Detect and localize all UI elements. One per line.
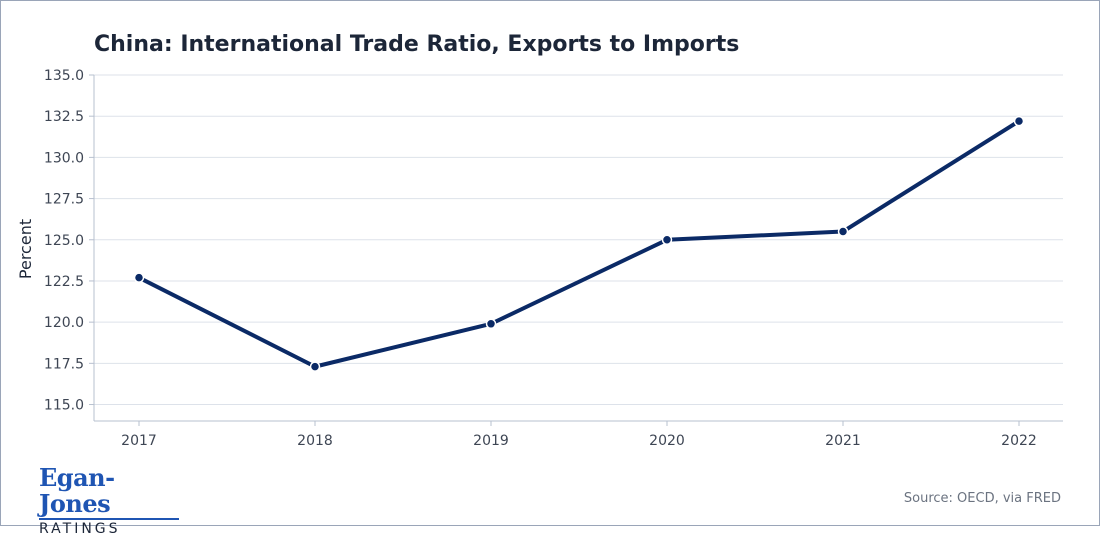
y-tick-label: 132.5 — [44, 109, 84, 125]
y-tick-label: 127.5 — [44, 192, 84, 208]
y-tick-label: 130.0 — [44, 150, 84, 166]
y-tick-label: 122.5 — [44, 274, 84, 290]
logo-name: Egan-Jones — [39, 465, 179, 520]
y-tick-labels: 115.0 117.5 120.0 122.5 125.0 127.5 130.0 132.5… — [44, 68, 84, 414]
series — [133, 115, 1025, 372]
x-tick-label: 2022 — [1001, 433, 1037, 449]
y-axis-label: Percent — [16, 219, 35, 279]
x-tick-label: 2018 — [297, 433, 333, 449]
data-point[interactable] — [133, 272, 145, 283]
x-tick-labels: 2017 2018 2019 2020 2021 2022 — [121, 433, 1037, 449]
y-tick-label: 115.0 — [44, 398, 84, 414]
data-point[interactable] — [837, 226, 849, 237]
y-tick-label: 125.0 — [44, 233, 84, 249]
y-tick-label: 117.5 — [44, 356, 84, 372]
line-chart: 115.0 117.5 120.0 122.5 125.0 127.5 130.0 132.5… — [16, 68, 1063, 449]
egan-jones-logo: Egan-Jones RATINGS — [39, 465, 179, 537]
data-point[interactable] — [1013, 115, 1025, 127]
data-point[interactable] — [309, 361, 321, 372]
x-tick-label: 2019 — [473, 433, 509, 449]
data-point[interactable] — [661, 234, 673, 246]
x-tick-label: 2017 — [121, 433, 157, 449]
x-tick-label: 2020 — [649, 433, 685, 449]
series-line — [137, 119, 1021, 369]
source-note: Source: OECD, via FRED — [903, 491, 1061, 506]
y-tick-label: 135.0 — [44, 68, 84, 84]
axes — [89, 74, 1063, 426]
data-point[interactable] — [485, 318, 497, 330]
gridlines — [94, 74, 1063, 406]
y-tick-label: 120.0 — [44, 315, 84, 331]
logo-subtitle: RATINGS — [39, 521, 121, 537]
chart-title: China: International Trade Ratio, Export… — [94, 32, 740, 57]
x-tick-label: 2021 — [825, 433, 861, 449]
